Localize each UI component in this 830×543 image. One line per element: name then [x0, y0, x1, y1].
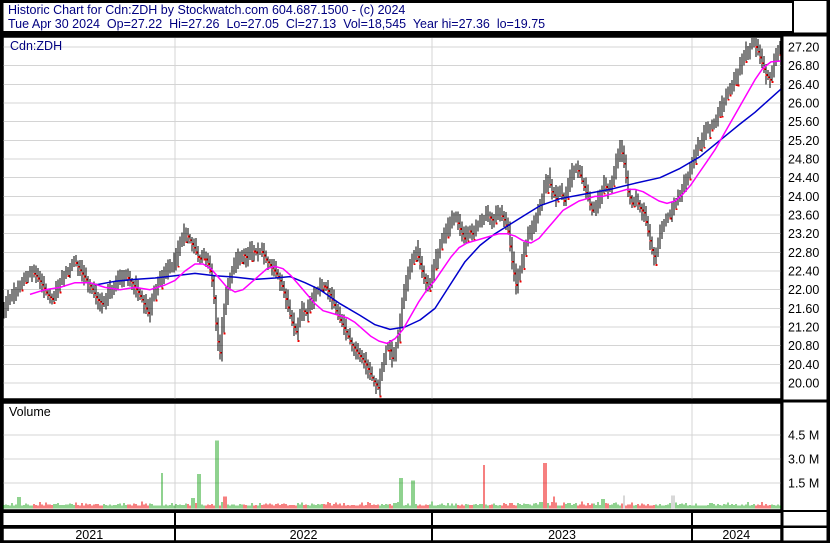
svg-text:27.20: 27.20 — [788, 41, 819, 55]
svg-text:22.40: 22.40 — [788, 265, 819, 279]
ma-slow-line — [94, 88, 781, 331]
svg-text:20.40: 20.40 — [788, 358, 819, 372]
year-axis-labels: 2021 2022 2023 2024 — [75, 528, 750, 542]
svg-text:22.80: 22.80 — [788, 246, 819, 260]
svg-text:3.0 M: 3.0 M — [788, 453, 819, 467]
volume-panel-label: Volume — [9, 405, 51, 419]
svg-text:2023: 2023 — [548, 528, 576, 542]
year-spacer-row — [1, 511, 783, 527]
volume-panel — [1, 401, 783, 512]
svg-text:24.40: 24.40 — [788, 171, 819, 185]
volume-axis-labels: 4.5 M 3.0 M 1.5 M — [788, 429, 819, 491]
symbol-label: Cdn:ZDH — [10, 39, 63, 53]
ma-fast-line — [29, 60, 781, 345]
svg-text:21.20: 21.20 — [788, 321, 819, 335]
price-axis-labels: 27.20 26.80 26.40 26.00 25.60 25.20 24.80 24.40… — [788, 41, 819, 391]
svg-text:2024: 2024 — [722, 528, 750, 542]
svg-text:24.80: 24.80 — [788, 153, 819, 167]
price-panel — [1, 35, 783, 401]
svg-text:26.00: 26.00 — [788, 97, 819, 111]
strip-divider — [783, 540, 827, 543]
grid-lines — [3, 38, 781, 509]
svg-text:25.20: 25.20 — [788, 134, 819, 148]
svg-text:23.60: 23.60 — [788, 209, 819, 223]
header-box — [1, 1, 794, 33]
svg-text:4.5 M: 4.5 M — [788, 429, 819, 443]
strip-divider — [783, 510, 827, 512]
year-label-row — [1, 526, 783, 543]
chart-title: Historic Chart for Cdn:ZDH by Stockwatch… — [8, 3, 406, 17]
svg-text:1.5 M: 1.5 M — [788, 477, 819, 491]
year-row-dividers — [174, 512, 693, 541]
svg-text:25.60: 25.60 — [788, 115, 819, 129]
svg-text:2021: 2021 — [75, 528, 103, 542]
svg-text:23.20: 23.20 — [788, 227, 819, 241]
volume-bars — [3, 440, 781, 509]
svg-text:21.60: 21.60 — [788, 302, 819, 316]
svg-text:24.00: 24.00 — [788, 190, 819, 204]
svg-text:20.80: 20.80 — [788, 339, 819, 353]
strip-divider — [783, 525, 827, 528]
quote-summary: Tue Apr 30 2024 Op=27.22 Hi=27.26 Lo=27.… — [8, 16, 546, 31]
svg-text:22.00: 22.00 — [788, 283, 819, 297]
svg-text:26.40: 26.40 — [788, 78, 819, 92]
strip-divider — [783, 32, 827, 37]
axis-label-strip — [783, 1, 827, 542]
svg-text:2022: 2022 — [290, 528, 318, 542]
strip-divider — [783, 399, 827, 403]
svg-text:20.00: 20.00 — [788, 377, 819, 391]
svg-text:26.80: 26.80 — [788, 59, 819, 73]
